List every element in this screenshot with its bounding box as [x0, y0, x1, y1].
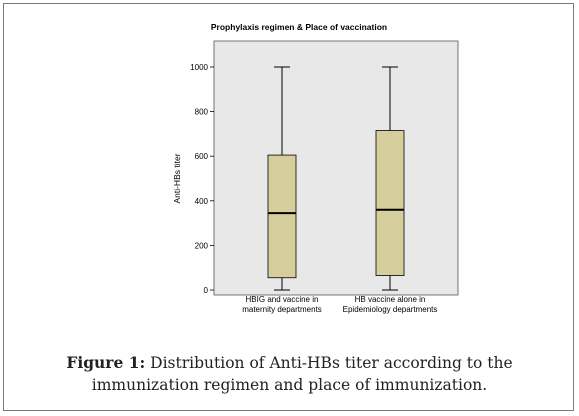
figure-caption-text: Distribution of Anti-HBs titer according… — [91, 354, 513, 394]
y-tick-label: 600 — [195, 152, 209, 161]
box-plot-chart: Prophylaxis regimen & Place of vaccinati… — [172, 22, 459, 314]
chart-svg: Prophylaxis regimen & Place of vaccinati… — [172, 22, 459, 314]
y-tick-label: 1000 — [190, 63, 208, 72]
plot-area — [213, 40, 459, 296]
box — [375, 130, 405, 276]
y-tick-label: 800 — [195, 108, 209, 117]
y-tick-label: 0 — [204, 286, 209, 295]
box — [267, 154, 297, 279]
y-tick-label: 200 — [195, 241, 209, 250]
figure-caption: Figure 1: Distribution of Anti-HBs titer… — [40, 352, 539, 396]
x-category-label: HBIG and vaccine in — [246, 295, 319, 304]
x-category-label: HB vaccine alone in — [355, 295, 426, 304]
y-axis-label: Anti-HBs titer — [172, 153, 182, 203]
x-category-label: maternity departments — [242, 305, 322, 314]
y-tick-label: 400 — [195, 197, 209, 206]
x-category-label: Epidemiology departments — [343, 305, 438, 314]
chart-title: Prophylaxis regimen & Place of vaccinati… — [211, 22, 387, 32]
boxes-group — [267, 66, 405, 291]
figure-label: Figure 1: — [66, 353, 146, 372]
y-axis: 0 200 400 600 800 1000 — [190, 63, 214, 295]
